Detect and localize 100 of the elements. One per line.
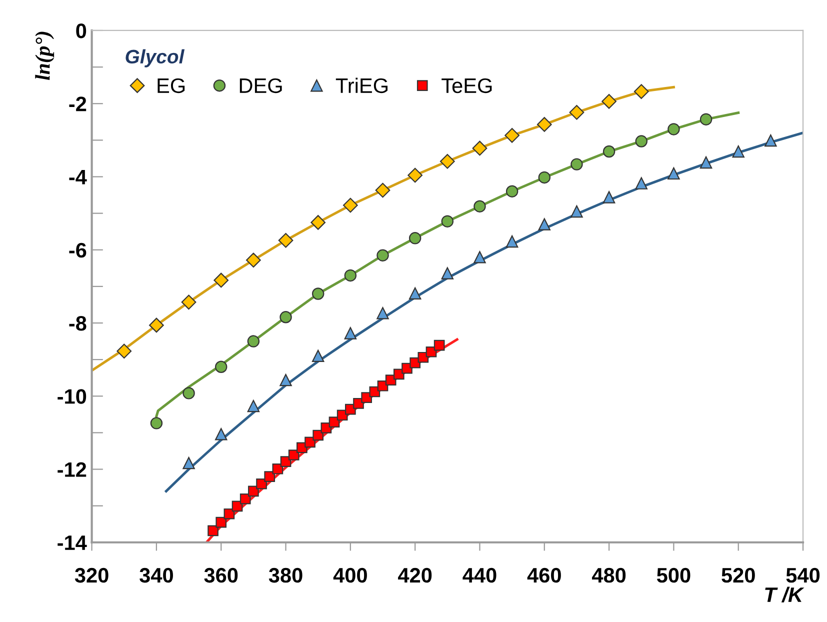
- point: [764, 134, 777, 147]
- point: [312, 430, 324, 441]
- point: [474, 251, 486, 264]
- y-tick-label: -4: [69, 170, 87, 184]
- x-tick-label: 400: [333, 568, 367, 583]
- point: [264, 471, 276, 482]
- point: [602, 191, 616, 204]
- y-tick-label: -8: [69, 316, 86, 331]
- point: [224, 508, 235, 520]
- point: [150, 417, 163, 430]
- point: [668, 167, 680, 180]
- point: [570, 158, 583, 170]
- point: [240, 493, 251, 504]
- y-axis-title: ln(p°): [35, 32, 54, 80]
- point: [344, 269, 357, 282]
- point: [247, 400, 260, 412]
- point: [256, 478, 267, 490]
- point: [215, 360, 228, 373]
- point: [149, 318, 164, 333]
- point: [288, 450, 300, 460]
- point: [570, 205, 583, 218]
- point: [472, 140, 488, 156]
- x-tick-label: 420: [398, 568, 432, 583]
- x-tick-label: 480: [592, 568, 626, 583]
- point: [426, 346, 437, 358]
- line-series: [164, 132, 804, 492]
- point: [634, 84, 649, 99]
- point: [434, 340, 445, 351]
- x-tick-label: 440: [462, 568, 496, 583]
- point: [280, 374, 292, 386]
- legend-label: EG: [158, 78, 185, 94]
- point: [440, 154, 455, 169]
- x-tick-label: 540: [786, 568, 820, 583]
- y-tick-label: -14: [58, 536, 87, 550]
- point: [441, 267, 454, 280]
- point: [248, 486, 259, 497]
- point: [700, 156, 712, 169]
- x-tick-label: 380: [268, 568, 302, 583]
- point: [116, 344, 132, 359]
- point: [304, 436, 316, 448]
- point: [635, 177, 648, 190]
- y-tick-label: -12: [58, 462, 86, 477]
- y-tick-label: -2: [69, 96, 86, 112]
- x-tick-label: 460: [527, 568, 561, 583]
- point: [506, 235, 518, 248]
- point: [408, 287, 422, 300]
- point: [215, 428, 228, 440]
- point: [375, 182, 390, 198]
- point: [182, 456, 195, 470]
- point: [418, 352, 429, 363]
- point: [408, 232, 422, 244]
- point: [602, 94, 616, 109]
- x-tick-label: 340: [140, 568, 173, 583]
- point: [732, 145, 744, 158]
- point: [569, 104, 584, 120]
- point: [408, 168, 423, 183]
- point: [280, 311, 292, 324]
- x-tick-label: 320: [74, 568, 108, 583]
- y-tick-label: -6: [69, 242, 86, 258]
- point: [602, 145, 616, 158]
- line-series: [205, 338, 458, 542]
- point: [328, 416, 340, 428]
- legend-label: TriEG: [336, 78, 388, 94]
- point: [216, 516, 227, 528]
- legend-label: TeEG: [442, 78, 492, 94]
- point: [635, 135, 648, 148]
- point: [182, 387, 195, 400]
- point: [181, 294, 196, 310]
- point: [361, 392, 372, 404]
- x-tick-label: 360: [204, 568, 238, 583]
- point: [208, 525, 218, 536]
- point: [247, 335, 260, 348]
- x-axis-title: T /K: [765, 586, 804, 602]
- point: [272, 463, 284, 474]
- point: [280, 456, 292, 467]
- point: [506, 185, 518, 198]
- x-tick-label: 520: [722, 568, 755, 583]
- point: [376, 249, 389, 262]
- point: [700, 113, 712, 126]
- point: [538, 218, 550, 230]
- point: [668, 123, 680, 136]
- point: [474, 200, 486, 212]
- legend-label: DEG: [240, 78, 282, 94]
- legend-title: Glycol: [126, 49, 185, 68]
- point: [312, 288, 324, 300]
- x-tick-label: 500: [656, 568, 690, 583]
- point: [312, 350, 324, 362]
- point: [504, 128, 520, 143]
- point: [538, 171, 550, 184]
- point: [376, 307, 389, 320]
- point: [246, 252, 261, 268]
- point: [536, 117, 552, 132]
- point: [310, 215, 326, 230]
- point: [342, 198, 358, 213]
- point: [441, 215, 454, 228]
- point: [214, 272, 229, 288]
- point: [344, 327, 357, 340]
- point: [278, 232, 294, 248]
- y-tick-label: 0: [76, 23, 86, 38]
- y-tick-label: -10: [58, 389, 86, 404]
